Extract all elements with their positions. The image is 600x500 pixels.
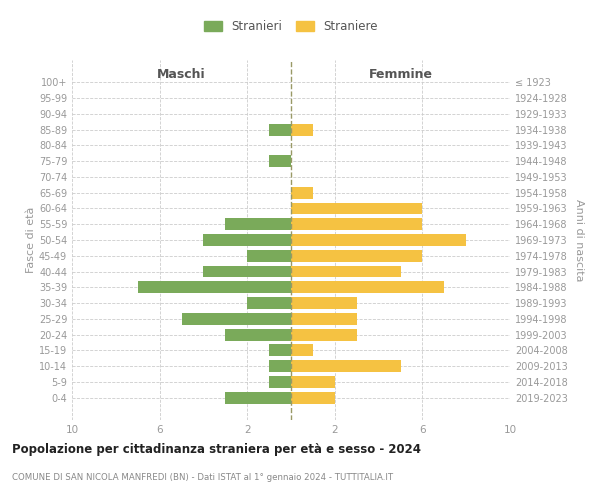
Bar bbox=[291, 234, 466, 246]
Bar bbox=[291, 202, 422, 214]
Text: Popolazione per cittadinanza straniera per età e sesso - 2024: Popolazione per cittadinanza straniera p… bbox=[12, 442, 421, 456]
Bar bbox=[291, 218, 422, 230]
Text: Maschi: Maschi bbox=[157, 68, 206, 81]
Bar bbox=[291, 344, 313, 356]
Bar bbox=[269, 344, 291, 356]
Bar bbox=[138, 282, 291, 293]
Bar bbox=[291, 187, 313, 198]
Bar bbox=[226, 328, 291, 340]
Y-axis label: Fasce di età: Fasce di età bbox=[26, 207, 36, 273]
Bar bbox=[291, 124, 313, 136]
Bar bbox=[269, 155, 291, 167]
Bar bbox=[203, 266, 291, 278]
Bar bbox=[291, 360, 401, 372]
Bar bbox=[291, 250, 422, 262]
Bar bbox=[269, 360, 291, 372]
Bar bbox=[203, 234, 291, 246]
Y-axis label: Anni di nascita: Anni di nascita bbox=[574, 198, 584, 281]
Bar bbox=[247, 297, 291, 309]
Bar bbox=[269, 376, 291, 388]
Bar bbox=[291, 328, 356, 340]
Bar bbox=[182, 313, 291, 325]
Bar bbox=[291, 376, 335, 388]
Bar bbox=[291, 282, 444, 293]
Bar bbox=[291, 392, 335, 404]
Bar bbox=[226, 392, 291, 404]
Text: COMUNE DI SAN NICOLA MANFREDI (BN) - Dati ISTAT al 1° gennaio 2024 - TUTTITALIA.: COMUNE DI SAN NICOLA MANFREDI (BN) - Dat… bbox=[12, 472, 393, 482]
Bar bbox=[269, 124, 291, 136]
Text: Femmine: Femmine bbox=[368, 68, 433, 81]
Bar bbox=[247, 250, 291, 262]
Legend: Stranieri, Straniere: Stranieri, Straniere bbox=[199, 16, 383, 38]
Bar bbox=[291, 297, 356, 309]
Bar bbox=[291, 266, 401, 278]
Bar bbox=[291, 313, 356, 325]
Bar bbox=[226, 218, 291, 230]
